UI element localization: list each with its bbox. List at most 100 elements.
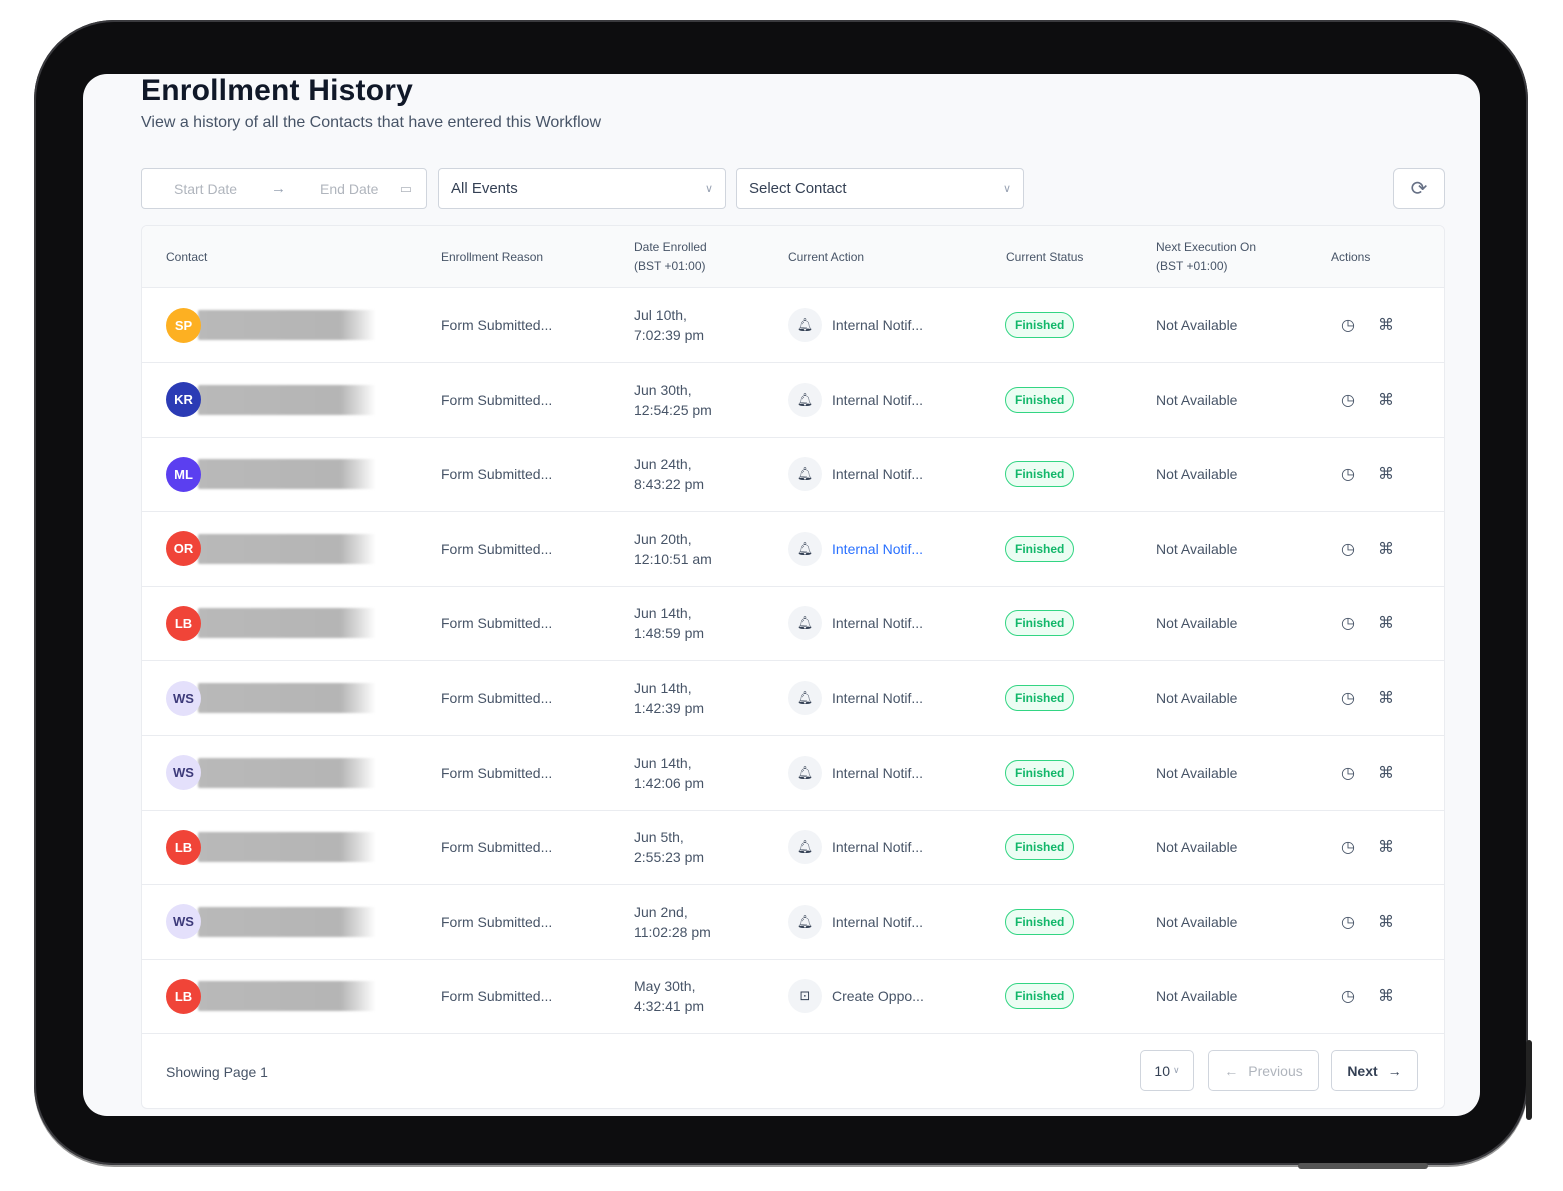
current-action-label[interactable]: Internal Notif... bbox=[832, 913, 924, 930]
status-badge: Finished bbox=[1005, 983, 1075, 1010]
current-action[interactable]: ⊡ Create Oppo... bbox=[788, 959, 924, 1033]
contact-cell[interactable]: LB bbox=[166, 810, 201, 884]
table-row[interactable]: WS Form Submitted... Jun 14th, 1:42:06 p… bbox=[142, 736, 1444, 811]
current-action-label[interactable]: Internal Notif... bbox=[832, 764, 924, 781]
contact-cell[interactable]: WS bbox=[166, 661, 201, 735]
history-button[interactable]: ◷ bbox=[1338, 885, 1358, 959]
history-button[interactable]: ◷ bbox=[1338, 437, 1358, 511]
history-button[interactable]: ◷ bbox=[1338, 736, 1358, 810]
view-details-button[interactable]: ⌘ bbox=[1376, 661, 1396, 735]
contact-cell[interactable]: OR bbox=[166, 512, 201, 586]
contact-cell[interactable]: KR bbox=[166, 363, 201, 437]
view-details-button[interactable]: ⌘ bbox=[1376, 736, 1396, 810]
contact-cell[interactable]: LB bbox=[166, 959, 201, 1033]
next-execution: Not Available bbox=[1156, 391, 1238, 408]
view-details-button[interactable]: ⌘ bbox=[1376, 512, 1396, 586]
view-details-button[interactable]: ⌘ bbox=[1376, 288, 1396, 362]
view-details-button[interactable]: ⌘ bbox=[1376, 810, 1396, 884]
avatar: KR bbox=[166, 382, 201, 418]
contact-select[interactable]: Select Contact ∨ bbox=[736, 168, 1024, 209]
contact-details-icon: ⌘ bbox=[1378, 540, 1394, 558]
enrollment-reason: Form Submitted... bbox=[441, 391, 553, 408]
view-details-button[interactable]: ⌘ bbox=[1376, 885, 1396, 959]
current-action[interactable]: 🔔︎ Internal Notif... bbox=[788, 512, 923, 586]
date-enrolled: Jun 14th, 1:42:39 pm bbox=[634, 661, 704, 735]
date-enrolled-day: Jun 5th, bbox=[634, 829, 684, 846]
previous-button[interactable]: ← Previous bbox=[1208, 1050, 1319, 1091]
history-button[interactable]: ◷ bbox=[1338, 810, 1358, 884]
refresh-button[interactable]: ⟳ bbox=[1393, 168, 1445, 209]
contact-cell[interactable]: ML bbox=[166, 437, 201, 511]
showing-page-text: Showing Page 1 bbox=[166, 1064, 268, 1080]
current-action-label[interactable]: Internal Notif... bbox=[832, 839, 924, 856]
view-details-button[interactable]: ⌘ bbox=[1376, 586, 1396, 660]
current-action[interactable]: 🔔︎ Internal Notif... bbox=[788, 288, 923, 362]
enrollment-reason: Form Submitted... bbox=[441, 317, 553, 333]
current-action[interactable]: 🔔︎ Internal Notif... bbox=[788, 363, 923, 437]
current-action[interactable]: 🔔︎ Internal Notif... bbox=[788, 885, 923, 959]
redacted-contact-name bbox=[198, 384, 376, 415]
current-action-label[interactable]: Internal Notif... bbox=[832, 317, 924, 333]
history-button[interactable]: ◷ bbox=[1338, 288, 1358, 362]
events-select[interactable]: All Events ∨ bbox=[438, 168, 726, 209]
next-execution: Not Available bbox=[1156, 540, 1238, 557]
view-details-button[interactable]: ⌘ bbox=[1376, 363, 1396, 437]
table-row[interactable]: LB Form Submitted... May 30th, 4:32:41 p… bbox=[142, 959, 1444, 1035]
history-icon: ◷ bbox=[1341, 988, 1355, 1006]
col-enrollment-reason: Enrollment Reason bbox=[441, 249, 544, 264]
table-row[interactable]: OR Form Submitted... Jun 20th, 12:10:51 … bbox=[142, 512, 1444, 587]
table-row[interactable]: LB Form Submitted... Jun 14th, 1:48:59 p… bbox=[142, 586, 1444, 662]
status-badge: Finished bbox=[1005, 610, 1075, 637]
contact-cell[interactable]: WS bbox=[166, 885, 201, 959]
contact-cell[interactable]: SP bbox=[166, 288, 201, 362]
contact-cell[interactable]: LB bbox=[166, 586, 201, 660]
view-details-button[interactable]: ⌘ bbox=[1376, 437, 1396, 511]
contact-cell[interactable]: WS bbox=[166, 736, 201, 810]
bell-icon: 🔔︎ bbox=[788, 308, 822, 342]
current-action[interactable]: 🔔︎ Internal Notif... bbox=[788, 810, 923, 884]
date-enrolled-time: 12:54:25 pm bbox=[634, 401, 712, 418]
next-execution: Not Available bbox=[1156, 839, 1238, 856]
current-action-label[interactable]: Internal Notif... bbox=[832, 540, 924, 557]
current-action-label[interactable]: Internal Notif... bbox=[832, 391, 924, 408]
date-enrolled-time: 4:32:41 pm bbox=[634, 998, 705, 1015]
table-row[interactable]: WS Form Submitted... Jun 14th, 1:42:39 p… bbox=[142, 661, 1444, 736]
redacted-contact-name bbox=[198, 906, 376, 937]
history-button[interactable]: ◷ bbox=[1338, 586, 1358, 660]
bell-icon: 🔔︎ bbox=[788, 681, 822, 715]
history-button[interactable]: ◷ bbox=[1338, 661, 1358, 735]
history-button[interactable]: ◷ bbox=[1338, 959, 1358, 1033]
contact-details-icon: ⌘ bbox=[1378, 913, 1394, 931]
start-date-input[interactable]: Start Date bbox=[174, 180, 238, 197]
app-screen: Enrollment History View a history of all… bbox=[83, 74, 1480, 1116]
history-button[interactable]: ◷ bbox=[1338, 363, 1358, 437]
end-date-input[interactable]: End Date bbox=[320, 180, 379, 197]
contact-details-icon: ⌘ bbox=[1378, 988, 1394, 1006]
enrollment-table: Contact Enrollment Reason Date Enrolled … bbox=[141, 225, 1445, 1109]
current-action-label[interactable]: Internal Notif... bbox=[832, 690, 924, 706]
date-range-picker[interactable]: Start Date → End Date ▭ bbox=[141, 168, 427, 209]
current-action[interactable]: 🔔︎ Internal Notif... bbox=[788, 661, 923, 735]
table-row[interactable]: LB Form Submitted... Jun 5th, 2:55:23 pm… bbox=[142, 810, 1444, 886]
current-action[interactable]: 🔔︎ Internal Notif... bbox=[788, 437, 923, 511]
page-subtitle: View a history of all the Contacts that … bbox=[141, 114, 602, 131]
history-button[interactable]: ◷ bbox=[1338, 512, 1358, 586]
current-action-label[interactable]: Internal Notif... bbox=[832, 615, 924, 632]
current-action[interactable]: 🔔︎ Internal Notif... bbox=[788, 586, 923, 660]
history-icon: ◷ bbox=[1341, 913, 1355, 931]
page-size-select[interactable]: 10 ∨ bbox=[1140, 1050, 1194, 1091]
current-action-label[interactable]: Create Oppo... bbox=[832, 988, 924, 1005]
current-action[interactable]: 🔔︎ Internal Notif... bbox=[788, 736, 923, 810]
status-cell: Finished bbox=[1005, 288, 1075, 362]
table-row[interactable]: SP Form Submitted... Jul 10th, 7:02:39 p… bbox=[142, 288, 1444, 363]
table-row[interactable]: WS Form Submitted... Jun 2nd, 11:02:28 p… bbox=[142, 885, 1444, 960]
avatar: SP bbox=[166, 307, 201, 343]
table-row[interactable]: ML Form Submitted... Jun 24th, 8:43:22 p… bbox=[142, 437, 1444, 513]
status-badge: Finished bbox=[1005, 759, 1075, 786]
current-action-label[interactable]: Internal Notif... bbox=[832, 466, 924, 483]
next-execution: Not Available bbox=[1156, 988, 1238, 1005]
view-details-button[interactable]: ⌘ bbox=[1376, 959, 1396, 1033]
avatar: WS bbox=[166, 904, 201, 940]
table-row[interactable]: KR Form Submitted... Jun 30th, 12:54:25 … bbox=[142, 363, 1444, 438]
next-button[interactable]: Next → bbox=[1331, 1050, 1418, 1091]
